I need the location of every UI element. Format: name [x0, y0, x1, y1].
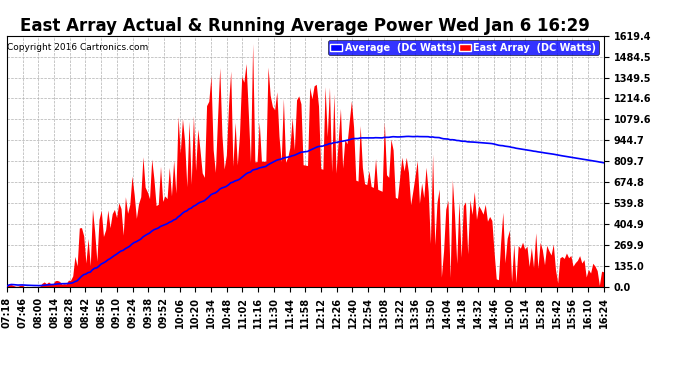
Title: East Array Actual & Running Average Power Wed Jan 6 16:29: East Array Actual & Running Average Powe… [21, 18, 590, 36]
Legend: Average  (DC Watts), East Array  (DC Watts): Average (DC Watts), East Array (DC Watts… [328, 40, 599, 56]
Text: Copyright 2016 Cartronics.com: Copyright 2016 Cartronics.com [8, 43, 149, 52]
